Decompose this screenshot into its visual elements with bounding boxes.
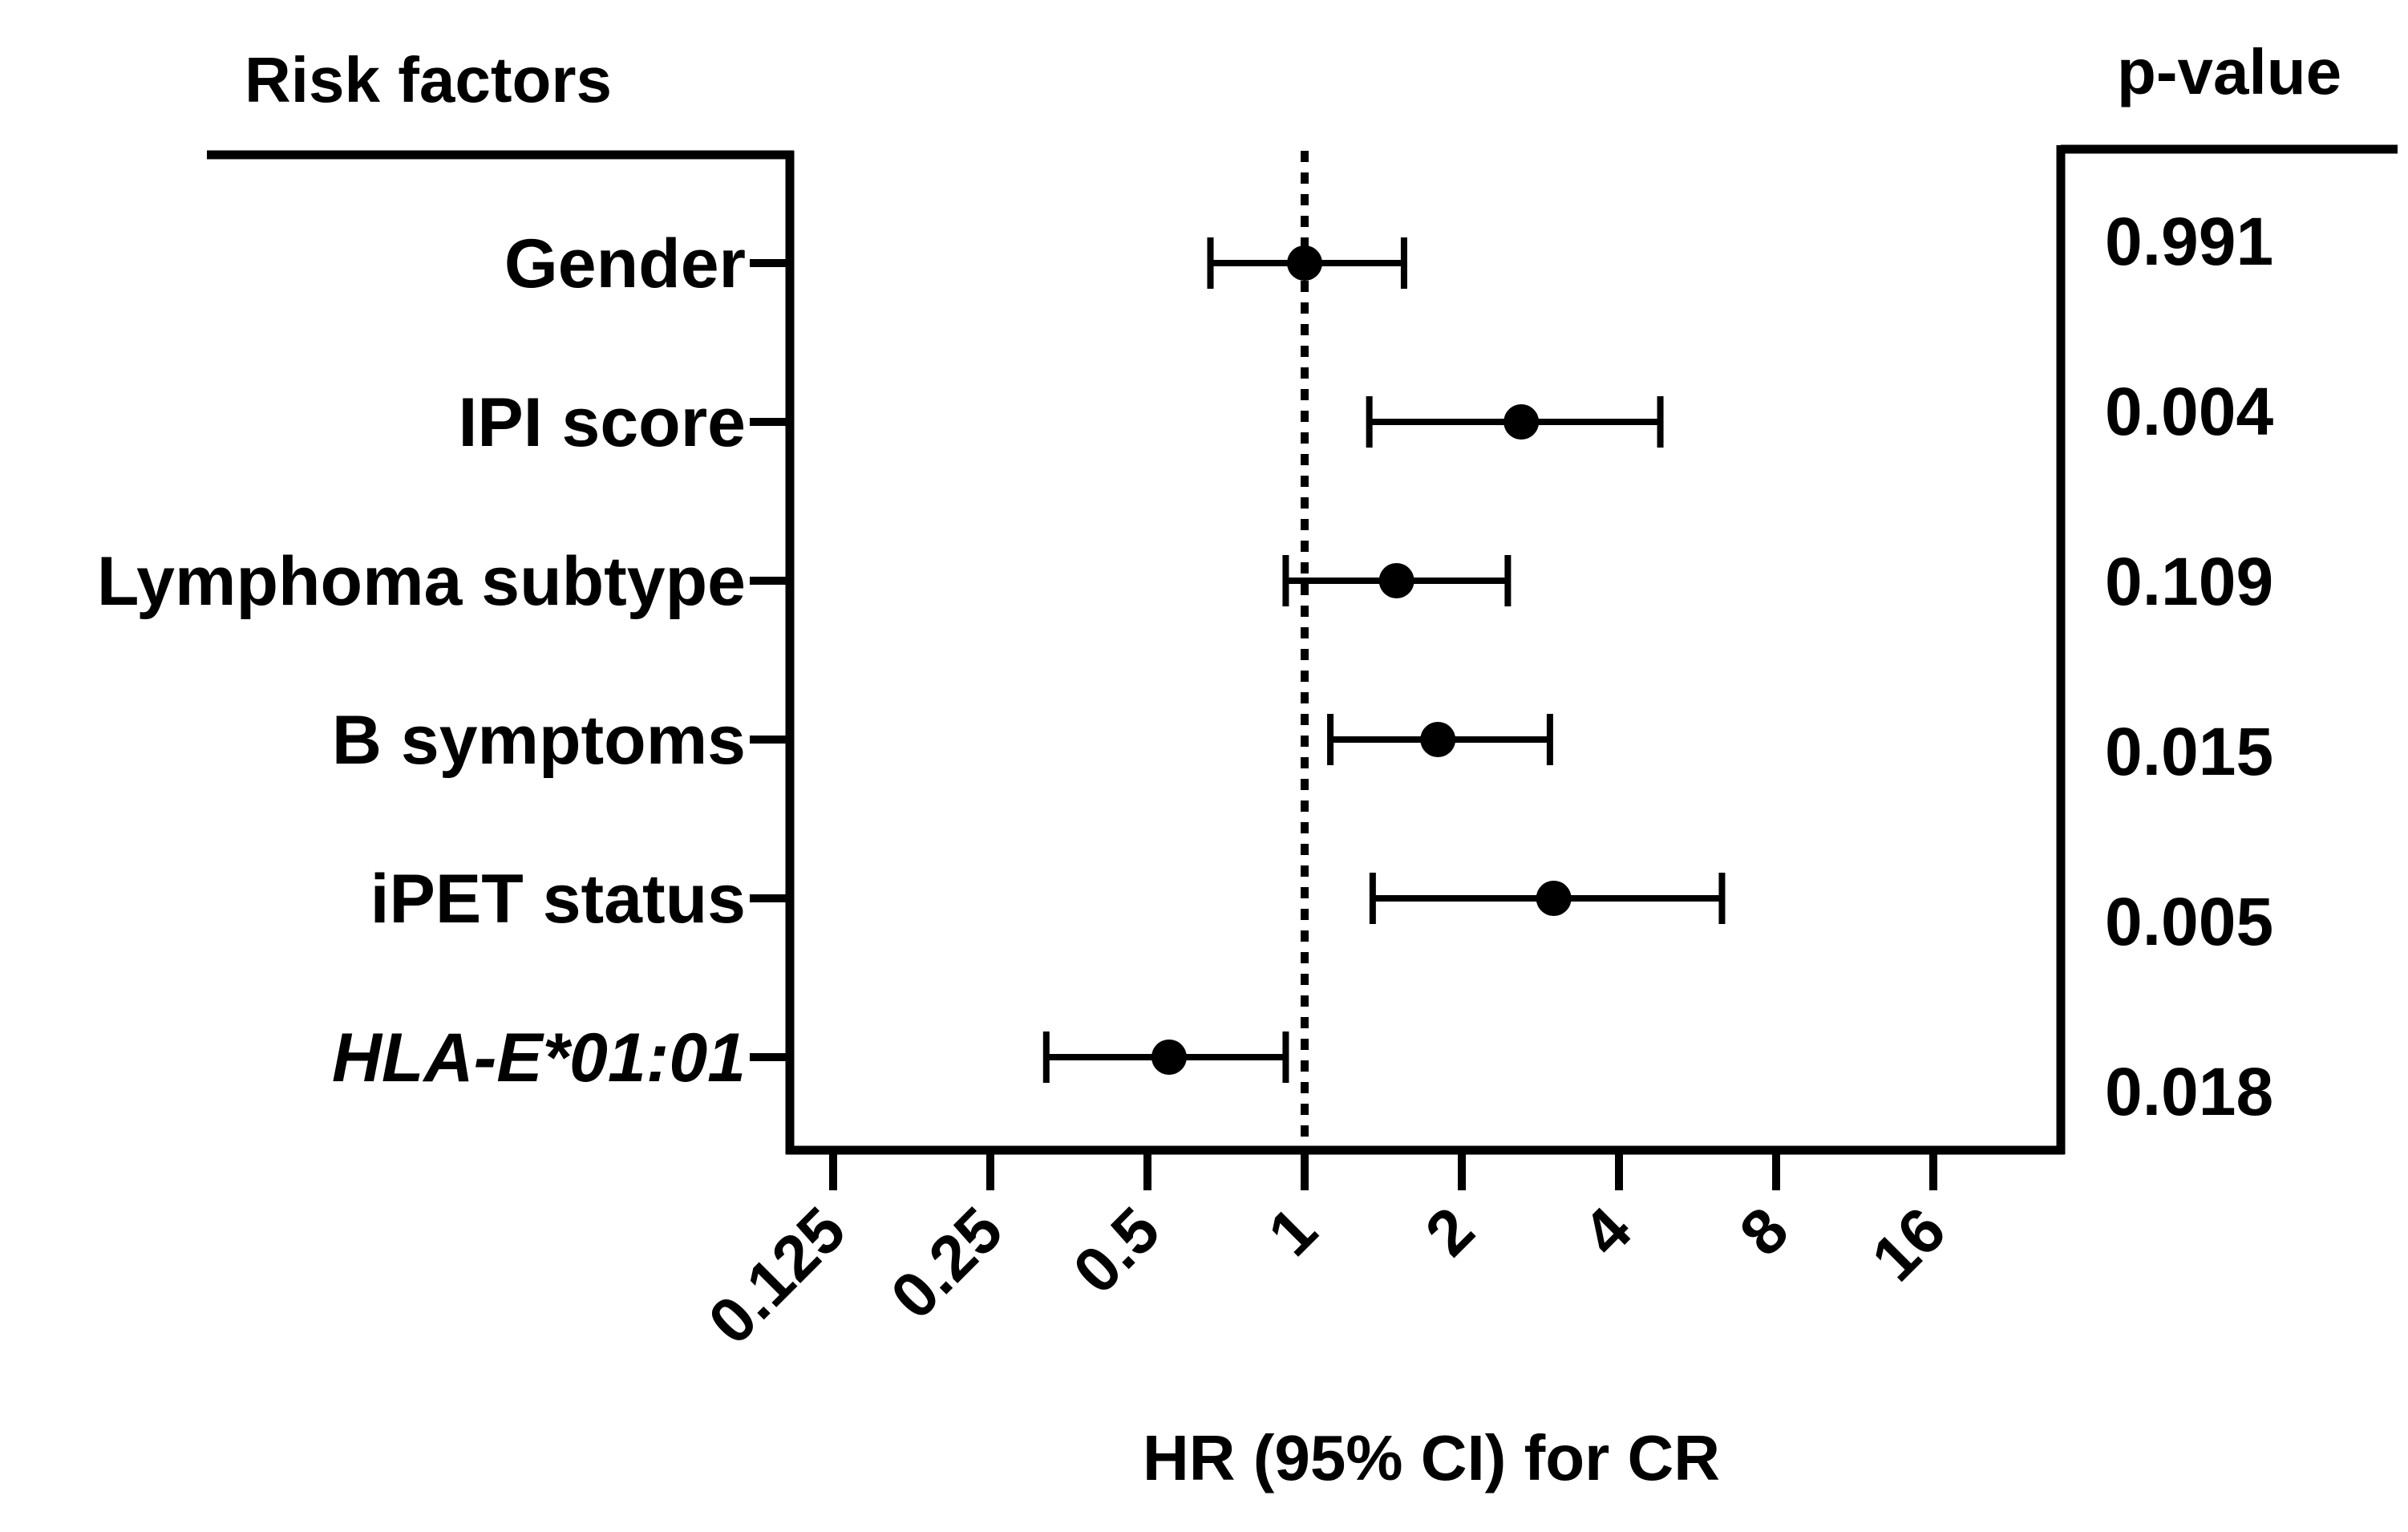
hr-point (1536, 881, 1572, 916)
hr-point (1287, 245, 1322, 281)
hr-point (1503, 404, 1540, 440)
risk-factor-label: HLA-E*01:01 (332, 1019, 746, 1096)
risk-factor-label: Gender (504, 225, 746, 302)
x-tick-label: 0.5 (1059, 1194, 1173, 1307)
x-tick-label: 4 (1569, 1194, 1645, 1270)
p-value: 0.004 (2105, 374, 2273, 449)
p-value: 0.018 (2105, 1054, 2273, 1129)
x-tick-label: 1 (1255, 1194, 1330, 1269)
x-axis-label: HR (95% CI) for CR (1143, 1422, 1720, 1493)
x-tick-label: 8 (1726, 1194, 1802, 1269)
risk-factor-label: iPET status (370, 861, 746, 938)
hr-point (1420, 722, 1456, 757)
p-value: 0.109 (2105, 544, 2273, 619)
risk-factor-label: IPI score (458, 384, 746, 461)
p-value: 0.005 (2105, 884, 2273, 959)
x-tick-label: 0.25 (877, 1194, 1016, 1332)
x-tick-label: 0.125 (695, 1194, 859, 1357)
p-value: 0.991 (2105, 204, 2273, 279)
x-tick-label: 2 (1412, 1194, 1487, 1269)
left-header: Risk factors (245, 44, 612, 116)
risk-factor-label: Lymphoma subtype (97, 543, 746, 620)
hr-point (1151, 1040, 1187, 1075)
x-tick-label: 16 (1858, 1194, 1959, 1295)
p-value: 0.015 (2105, 714, 2273, 789)
right-header: p-value (2117, 36, 2341, 107)
hr-point (1378, 563, 1414, 598)
risk-factor-label: B symptoms (332, 702, 746, 779)
